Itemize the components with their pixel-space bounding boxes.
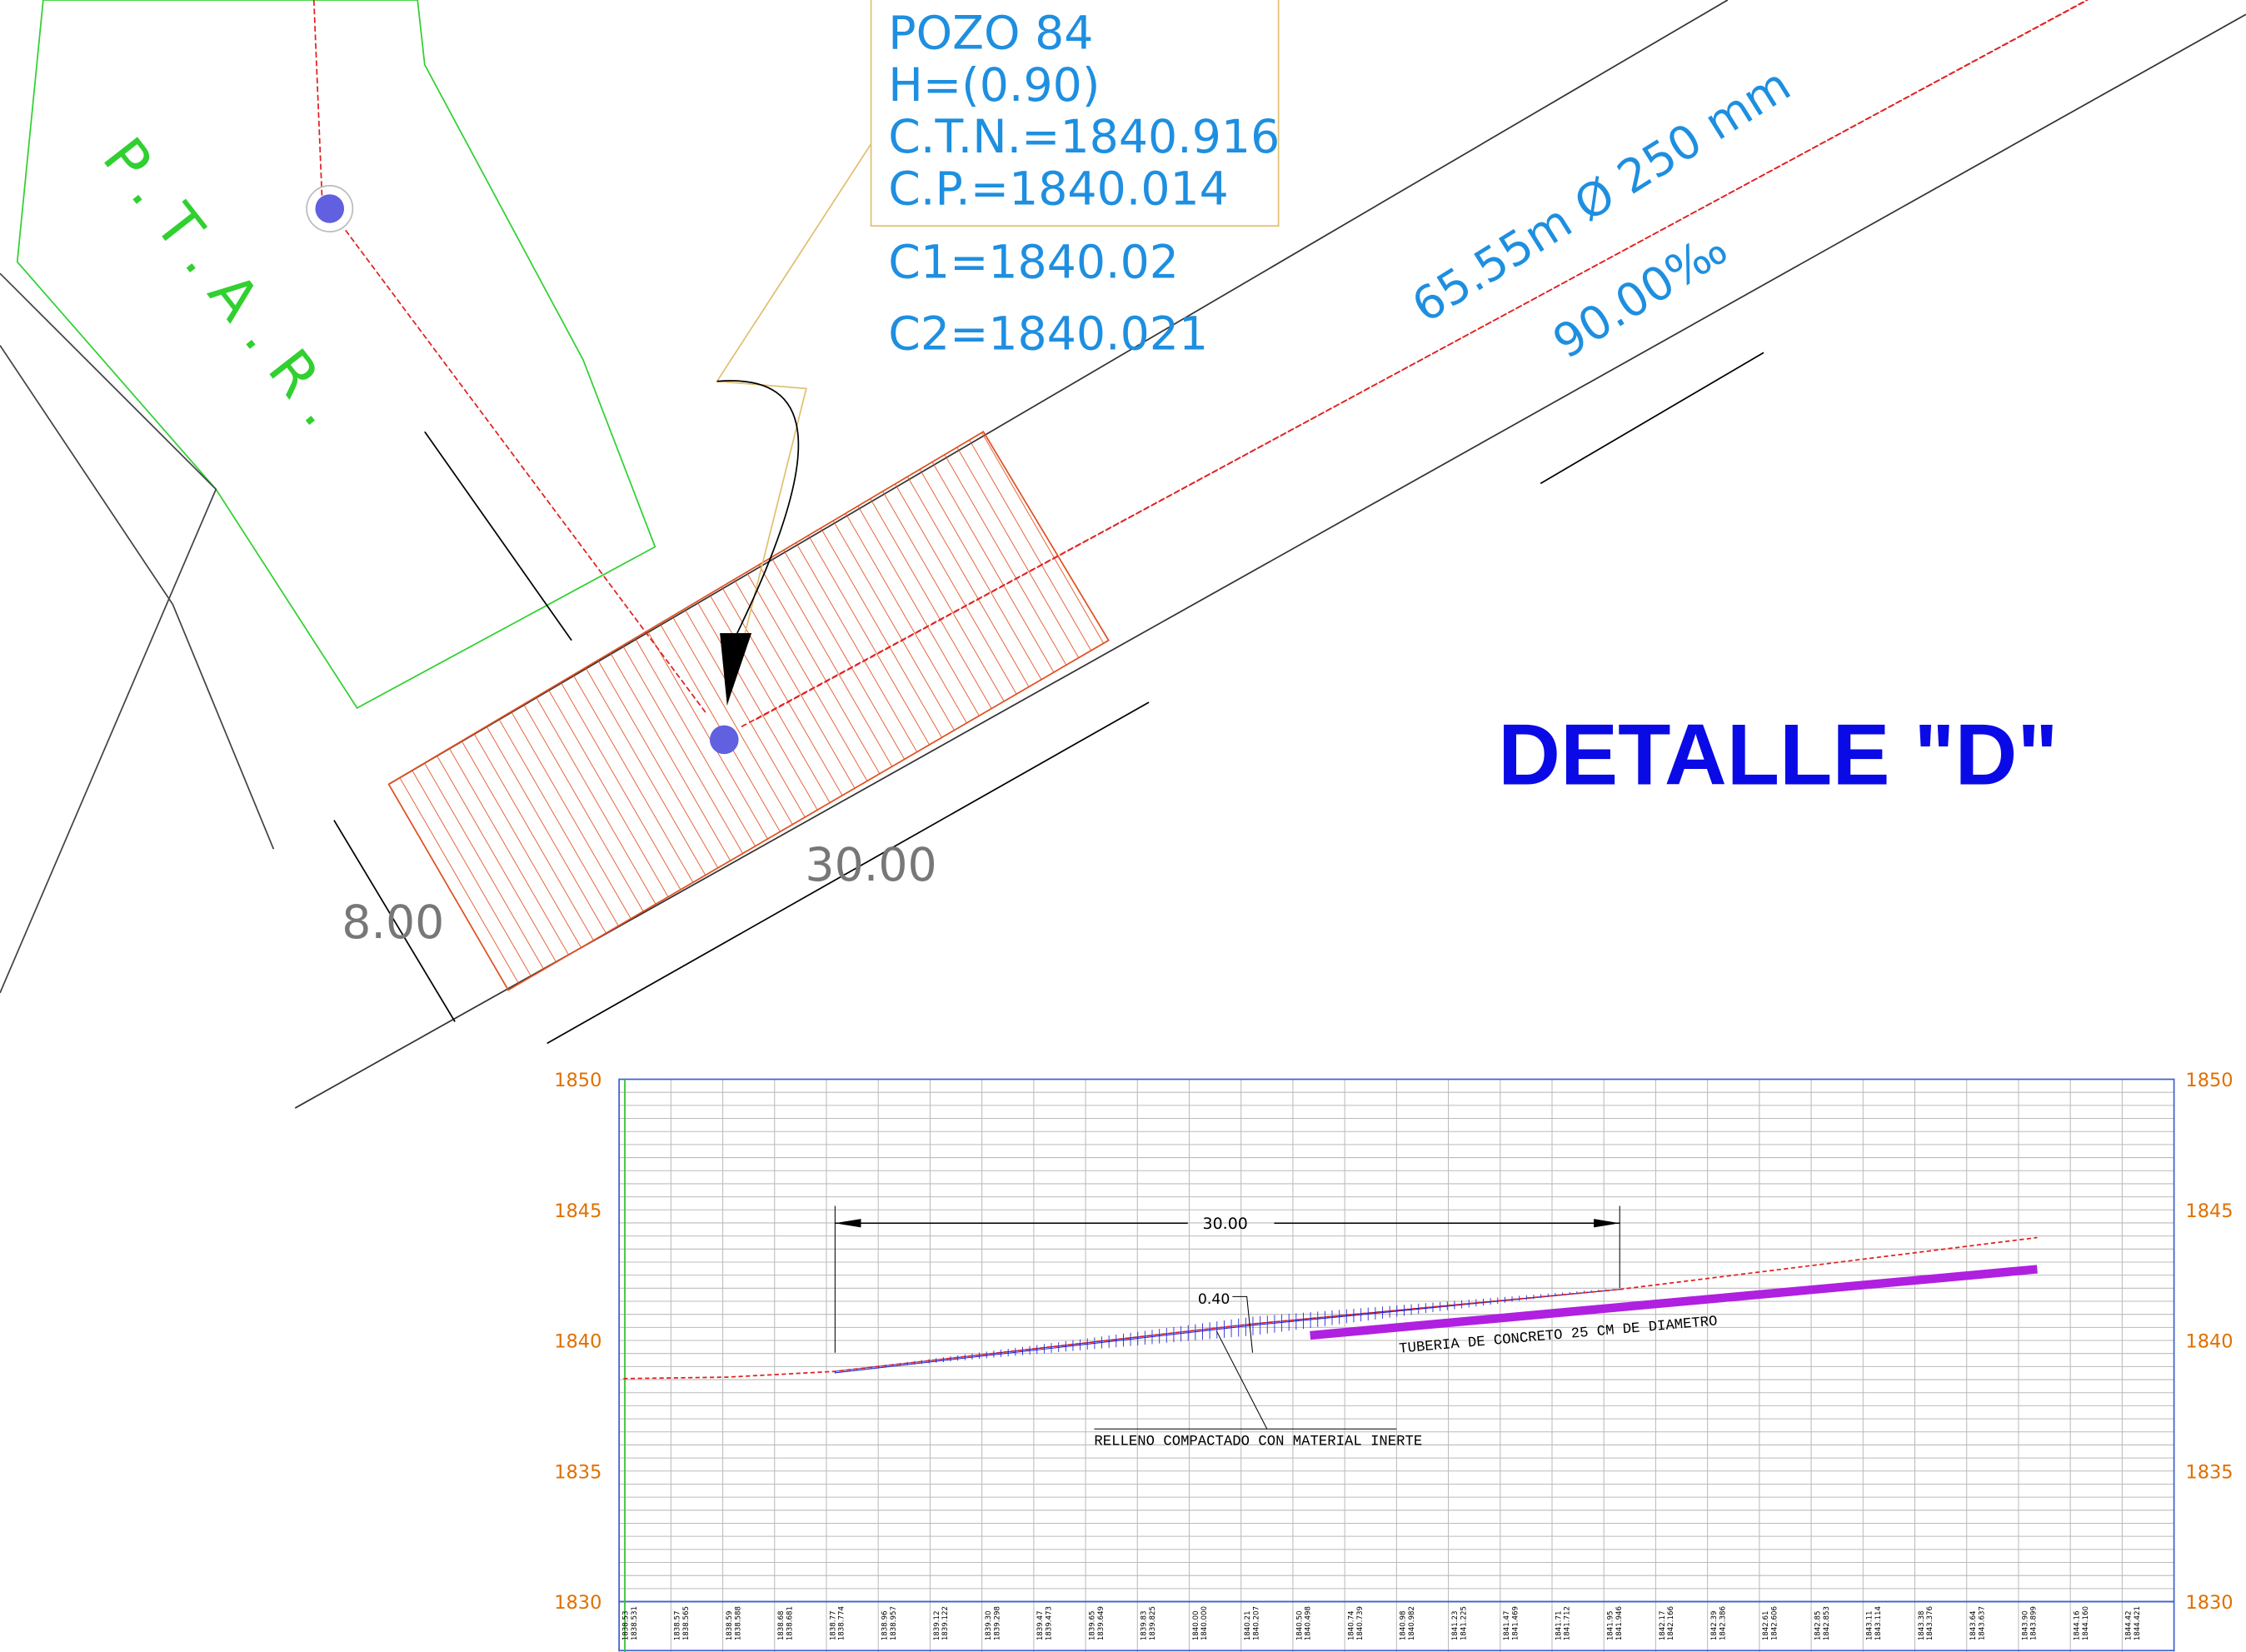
station-label: 1842.39: [1710, 1611, 1719, 1641]
station-label: 1841.946: [1615, 1606, 1624, 1640]
station-label: 1842.606: [1771, 1606, 1779, 1640]
elevation-label: 1840: [2185, 1331, 2233, 1353]
elevation-label: 1835: [554, 1461, 601, 1483]
station-label: 1838.77: [829, 1611, 837, 1641]
station-label: 1841.469: [1512, 1606, 1520, 1640]
station-label: 1844.160: [2082, 1606, 2090, 1640]
station-label: 1842.386: [1719, 1606, 1727, 1640]
manhole: [710, 726, 739, 755]
ptar-outline: [17, 0, 656, 708]
section-line: [1540, 352, 1764, 483]
station-label: 1838.588: [734, 1606, 742, 1640]
station-label: 1840.74: [1348, 1611, 1356, 1641]
elevation-label: 1830: [554, 1592, 601, 1614]
dim-width: 8.00: [342, 896, 444, 950]
station-label: 1838.774: [838, 1606, 846, 1640]
arrow: [835, 1219, 861, 1227]
station-label: 1843.64: [1969, 1611, 1978, 1641]
station-label: 1838.565: [682, 1606, 691, 1640]
arrow: [1594, 1219, 1620, 1227]
station-label: 1842.17: [1659, 1611, 1667, 1641]
station-label: 1840.000: [1200, 1606, 1209, 1640]
manhole-cp: C.P.=1840.014: [888, 162, 1229, 216]
station-label: 1839.47: [1036, 1611, 1045, 1641]
elevation-label: 1845: [2185, 1200, 2233, 1222]
station-label: 1843.90: [2021, 1611, 2029, 1641]
station-label: 1839.12: [933, 1611, 941, 1641]
station-label: 1840.98: [1400, 1611, 1408, 1641]
station-label: 1843.114: [1874, 1606, 1883, 1640]
station-label: 1839.122: [941, 1606, 950, 1640]
station-label: 1839.83: [1140, 1611, 1149, 1641]
station-label: 1840.50: [1295, 1611, 1304, 1641]
station-label: 1838.957: [890, 1606, 898, 1640]
station-label: 1839.825: [1149, 1606, 1157, 1640]
station-label: 1842.853: [1823, 1606, 1831, 1640]
station-label: 1843.38: [1918, 1611, 1926, 1641]
station-label: 1838.96: [881, 1611, 890, 1641]
station-label: 1839.649: [1097, 1606, 1106, 1640]
station-label: 1843.376: [1926, 1606, 1934, 1640]
station-label: 1839.65: [1088, 1611, 1096, 1641]
manhole-ctn: C.T.N.=1840.916: [888, 111, 1280, 164]
station-label: 1844.42: [2125, 1611, 2134, 1641]
hatch-area: [389, 432, 1109, 990]
profile: 1850 1850 1845 1845 1840 1840 1835 1835 1830 1830…: [554, 1070, 2233, 1652]
fill-note: RELLENO COMPACTADO CON MATERIAL INERTE: [1094, 1434, 1422, 1450]
station-label: 1839.30: [985, 1611, 993, 1641]
station-label: 1841.23: [1451, 1611, 1460, 1641]
station-label: 1842.61: [1762, 1611, 1770, 1641]
elevation-label: 1835: [2185, 1461, 2233, 1483]
station-label: 1838.681: [786, 1606, 795, 1640]
station-label: 1841.47: [1503, 1611, 1511, 1641]
station-label: 1838.68: [777, 1611, 786, 1641]
manhole-c1: C1=1840.02: [888, 236, 1179, 289]
profile-dim: 30.00: [1202, 1215, 1247, 1233]
page: POZO 84 H=(0.90) C.T.N.=1840.916 C.P.=18…: [0, 0, 2246, 1652]
section-line: [425, 432, 571, 640]
manhole-c2: C2=1840.021: [888, 308, 1208, 362]
station-label: 1843.11: [1866, 1611, 1874, 1641]
elevation-label: 1850: [2185, 1070, 2233, 1091]
station-label: 1838.531: [631, 1606, 639, 1640]
station-label: 1842.166: [1667, 1606, 1675, 1640]
elevation-label: 1840: [554, 1331, 601, 1353]
station-label: 1840.739: [1356, 1606, 1365, 1640]
station-label: 1844.16: [2074, 1611, 2082, 1641]
station-label: 1841.225: [1460, 1606, 1468, 1640]
dim-length: 30.00: [805, 839, 936, 892]
pipe: [346, 230, 706, 712]
station-label: 1839.298: [993, 1606, 1001, 1640]
pipe: [314, 0, 322, 208]
elevation-label: 1830: [2185, 1592, 2233, 1614]
drawing: POZO 84 H=(0.90) C.T.N.=1840.916 C.P.=18…: [0, 0, 2246, 1652]
station-label: 1838.53: [621, 1611, 630, 1641]
station-label: 1838.57: [674, 1611, 682, 1641]
cover-label: 0.40: [1198, 1291, 1230, 1308]
station-label: 1838.59: [726, 1611, 734, 1641]
station-label: 1840.21: [1244, 1611, 1252, 1641]
station-label: 1841.712: [1564, 1606, 1572, 1640]
station-label: 1841.95: [1607, 1611, 1615, 1641]
station-label: 1840.982: [1408, 1606, 1416, 1640]
boundary: [0, 273, 216, 993]
boundary: [0, 346, 273, 850]
station-label: 1840.498: [1305, 1606, 1313, 1640]
station-label: 1840.207: [1252, 1606, 1260, 1640]
manhole-name: POZO 84: [888, 7, 1093, 61]
station-label: 1840.00: [1192, 1611, 1200, 1641]
station-label: 1843.637: [1978, 1606, 1986, 1640]
station-label: 1841.71: [1555, 1611, 1563, 1641]
station-label: 1843.899: [2030, 1606, 2039, 1640]
elevation-label: 1850: [554, 1070, 601, 1091]
station-label: 1839.473: [1046, 1606, 1054, 1640]
manhole-depth: H=(0.90): [888, 59, 1100, 112]
elevation-label: 1845: [554, 1200, 601, 1222]
station-label: 1842.85: [1814, 1611, 1822, 1641]
manhole: [315, 194, 344, 223]
station-label: 1844.421: [2134, 1606, 2142, 1640]
title: DETALLE "D": [1498, 706, 2058, 802]
